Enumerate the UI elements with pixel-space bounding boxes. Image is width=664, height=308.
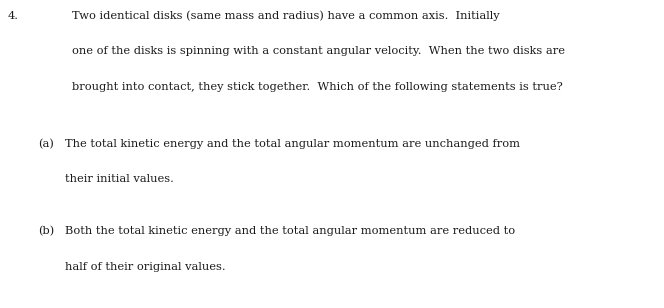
Text: brought into contact, they stick together.  Which of the following statements is: brought into contact, they stick togethe… [72, 82, 562, 91]
Text: The total kinetic energy and the total angular momentum are unchanged from: The total kinetic energy and the total a… [65, 139, 520, 148]
Text: their initial values.: their initial values. [65, 174, 174, 184]
Text: Both the total kinetic energy and the total angular momentum are reduced to: Both the total kinetic energy and the to… [65, 226, 515, 236]
Text: half of their original values.: half of their original values. [65, 262, 226, 272]
Text: one of the disks is spinning with a constant angular velocity.  When the two dis: one of the disks is spinning with a cons… [72, 46, 564, 56]
Text: 4.: 4. [8, 11, 19, 21]
Text: (a): (a) [39, 139, 54, 149]
Text: Two identical disks (same mass and radius) have a common axis.  Initially: Two identical disks (same mass and radiu… [72, 11, 499, 21]
Text: (b): (b) [39, 226, 54, 237]
